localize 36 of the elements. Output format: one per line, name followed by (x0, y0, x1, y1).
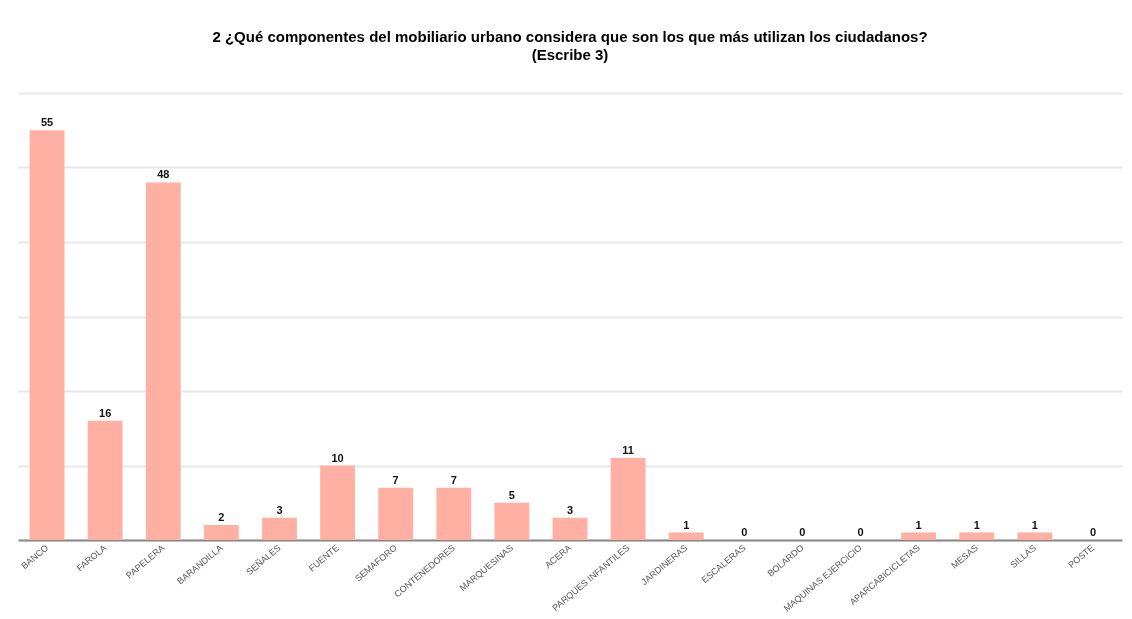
bar (436, 487, 472, 540)
data-label: 48 (157, 168, 170, 181)
chart-subtitle: (Escribe 3) (531, 46, 609, 63)
bar (203, 525, 239, 540)
data-label: 1 (683, 518, 690, 531)
data-label: 3 (566, 503, 574, 516)
data-label: 1 (1031, 518, 1038, 531)
bar (145, 182, 181, 540)
bar (320, 465, 356, 540)
chart-title: 2 ¿Qué componentes del mobiliario urbano considera que son los que más utilizan los ciudadanos? (212, 28, 928, 45)
data-label: 10 (331, 451, 344, 464)
data-label: 16 (99, 406, 112, 419)
data-label: 3 (276, 503, 283, 516)
data-label: 7 (450, 473, 457, 486)
data-label: 11 (622, 444, 634, 457)
bar (668, 532, 704, 540)
bar (901, 532, 937, 540)
bar (494, 502, 530, 540)
data-label: 1 (915, 518, 922, 531)
data-label: 7 (392, 473, 399, 486)
data-label: 1 (973, 518, 980, 531)
data-label: 5 (508, 488, 515, 501)
data-label: 2 (218, 511, 225, 524)
bar (610, 458, 646, 540)
data-label: 0 (799, 526, 806, 538)
bar (262, 517, 297, 540)
data-label: 55 (40, 116, 54, 129)
bar (29, 130, 65, 540)
data-label: 0 (741, 526, 748, 538)
data-label: 0 (1089, 526, 1097, 538)
bar (959, 532, 995, 540)
bar (552, 517, 588, 540)
bar (1017, 532, 1053, 540)
data-label: 0 (857, 526, 864, 538)
bar (87, 420, 123, 540)
bar (378, 487, 414, 540)
